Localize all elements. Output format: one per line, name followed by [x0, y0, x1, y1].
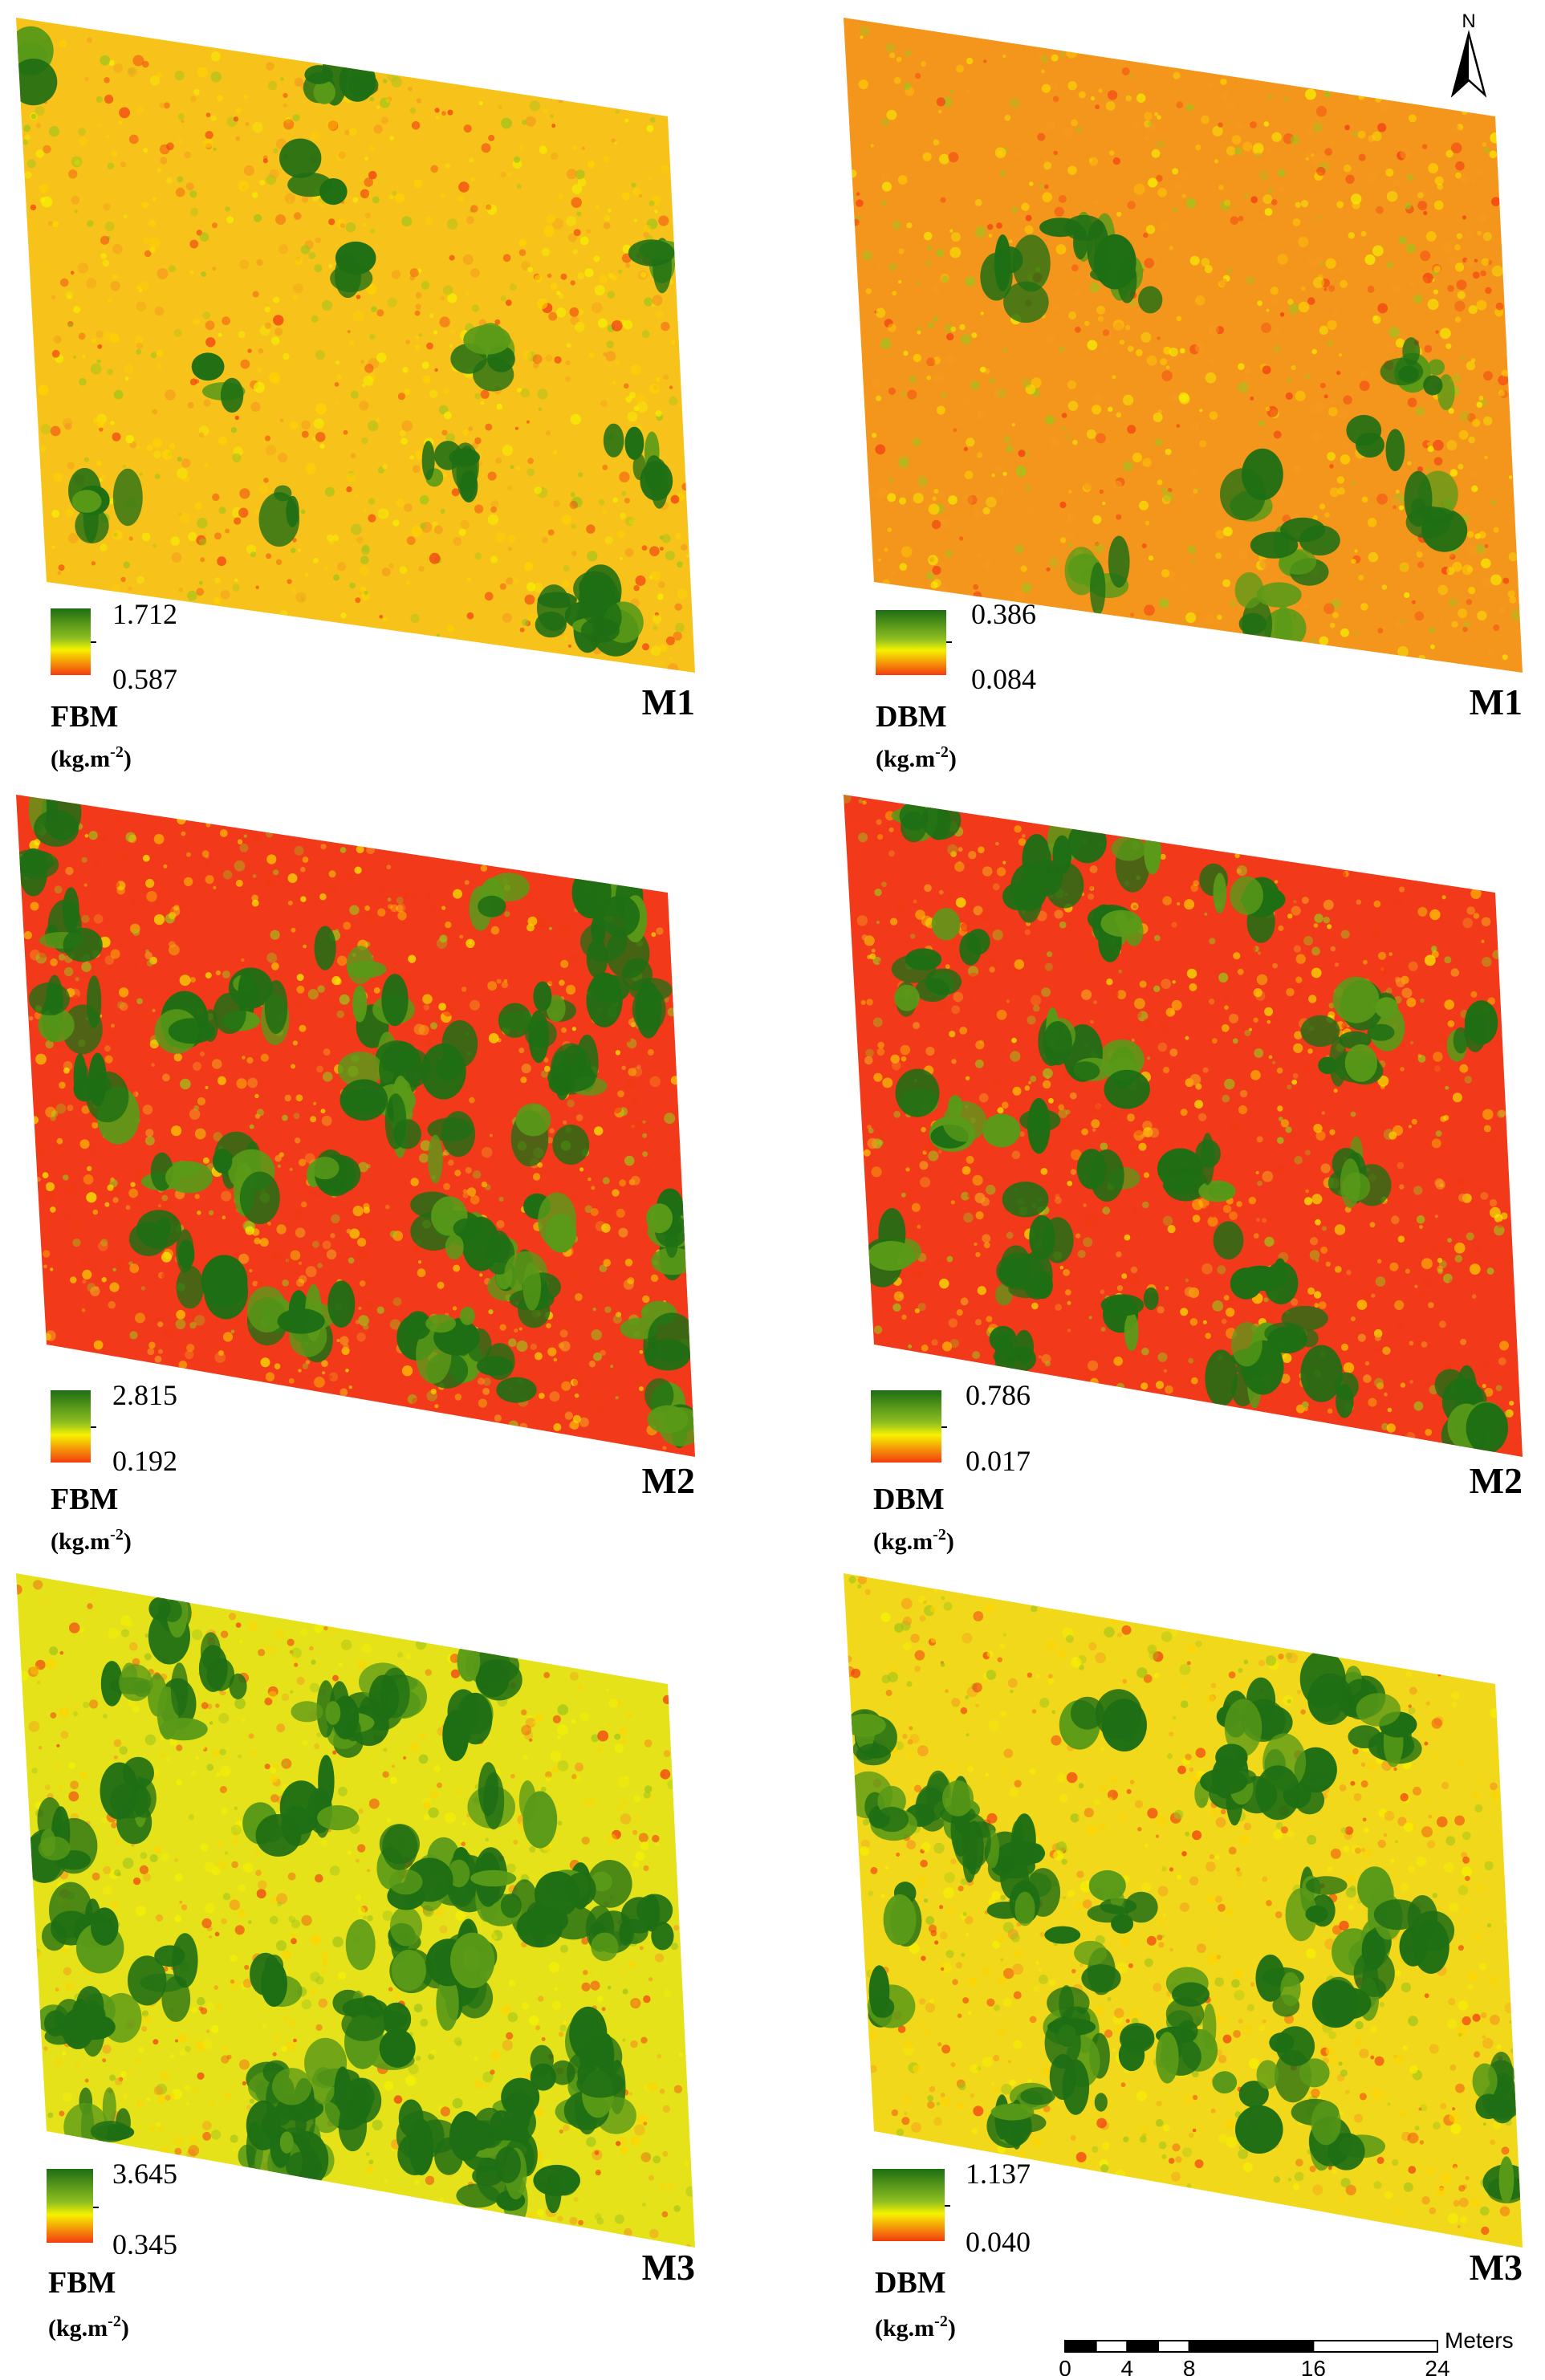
scale-bar-segment — [1065, 2341, 1096, 2352]
legend-min-label: 0.040 — [966, 2226, 1031, 2258]
map-panel-dbm-m2: 0.786 0.017 DBM (kg.m-2) M2 — [841, 793, 1523, 1556]
legend-max-label: 1.712 — [112, 598, 177, 630]
legend-colorbar — [51, 1390, 91, 1463]
legend-min-label: 0.587 — [112, 663, 177, 695]
unit-label: (kg.m-2) — [48, 2313, 129, 2341]
map-raster-dbm-m1 — [844, 18, 1523, 673]
legend-max-label: 0.786 — [966, 1379, 1031, 1411]
unit-label: (kg.m-2) — [51, 1526, 132, 1555]
variable-label: FBM — [51, 1483, 118, 1516]
scale-bar-tick-label: 16 — [1301, 2356, 1326, 2376]
legend-colorbar — [871, 1390, 941, 1463]
legend-colorbar — [876, 610, 946, 675]
map-panel-dbm-m1: 0.386 0.084 DBM (kg.m-2) M1 — [841, 18, 1523, 772]
month-label: M2 — [642, 1460, 695, 1501]
north-arrow-label: N — [1462, 10, 1475, 32]
variable-label: DBM — [875, 2266, 946, 2300]
scale-bar-segment — [1096, 2341, 1128, 2352]
map-panel-fbm-m1: 1.712 0.587 FBM (kg.m-2) M1 — [8, 18, 695, 772]
north-arrow: N — [1453, 10, 1485, 95]
legend-max-label: 2.815 — [112, 1379, 177, 1411]
scale-bar-segment — [1189, 2341, 1314, 2352]
legend-max-label: 3.645 — [112, 2158, 177, 2190]
variable-label: FBM — [51, 700, 118, 734]
map-panel-fbm-m2: 2.815 0.192 FBM (kg.m-2) M2 — [11, 784, 702, 1555]
unit-label: (kg.m-2) — [51, 743, 132, 772]
legend-min-label: 0.192 — [112, 1445, 177, 1477]
scale-bar: Meters 0 4 8 16 24 — [1059, 2328, 1513, 2376]
unit-label: (kg.m-2) — [875, 2313, 956, 2341]
scale-bar-tick-label: 8 — [1183, 2356, 1196, 2376]
scale-bar-tick-label: 24 — [1425, 2356, 1449, 2376]
scale-bar-unit: Meters — [1445, 2328, 1514, 2353]
legend-colorbar — [872, 2169, 945, 2241]
scale-bar-tick-label: 4 — [1121, 2356, 1134, 2376]
scale-bar-segments — [1065, 2341, 1437, 2352]
unit-label: (kg.m-2) — [873, 1526, 954, 1555]
variable-label: DBM — [876, 700, 947, 734]
scale-bar-ticks: 0 4 8 16 24 — [1059, 2356, 1449, 2376]
map-panel-fbm-m3: 3.645 0.345 FBM (kg.m-2) M3 — [12, 1573, 696, 2341]
legend-colorbar — [47, 2169, 93, 2243]
month-label: M3 — [1470, 2247, 1523, 2288]
variable-label: DBM — [873, 1483, 945, 1516]
scale-bar-segment — [1127, 2341, 1158, 2352]
legend-min-label: 0.345 — [112, 2228, 177, 2260]
month-label: M2 — [1470, 1460, 1523, 1501]
legend-min-label: 0.084 — [971, 663, 1036, 695]
unit-label: (kg.m-2) — [876, 743, 957, 772]
scale-bar-segment — [1313, 2341, 1437, 2352]
legend-max-label: 0.386 — [971, 598, 1036, 630]
scale-bar-tick-label: 0 — [1059, 2356, 1071, 2376]
map-panel-dbm-m3: 1.137 0.040 DBM (kg.m-2) M3 — [844, 1573, 1531, 2341]
legend-colorbar — [51, 608, 91, 675]
legend-min-label: 0.017 — [966, 1445, 1031, 1477]
month-label: M1 — [642, 681, 695, 722]
scale-bar-segment — [1158, 2341, 1189, 2352]
month-label: M3 — [642, 2247, 695, 2288]
legend-max-label: 1.137 — [966, 2158, 1031, 2190]
month-label: M1 — [1470, 681, 1523, 722]
variable-label: FBM — [48, 2266, 116, 2300]
